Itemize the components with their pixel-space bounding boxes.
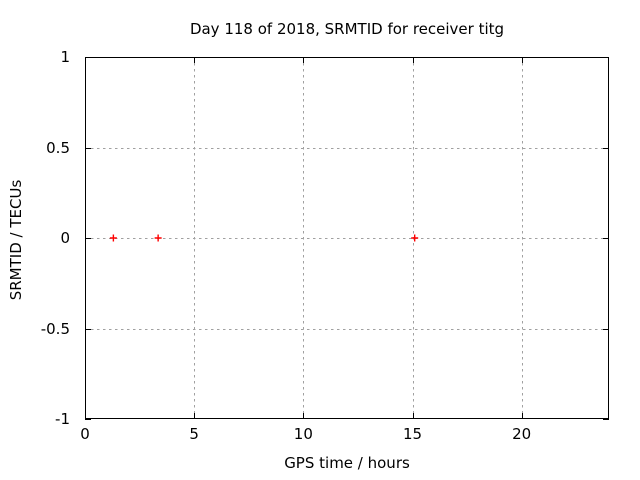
y-tick-label: 0.5: [46, 138, 70, 157]
plot-border: [85, 57, 609, 419]
data-point-marker: [154, 234, 162, 242]
x-tick-label: 20: [512, 425, 532, 443]
x-tick-label: 15: [402, 425, 423, 443]
y-tick-label: 0: [60, 229, 70, 247]
data-point-marker: [109, 234, 117, 242]
x-tick-label: 10: [293, 425, 313, 443]
x-axis-label: GPS time / hours: [284, 454, 410, 472]
x-tick-label: 0: [80, 425, 90, 443]
y-tick-label: 1: [60, 48, 70, 66]
y-tick-label: -1: [55, 410, 70, 428]
x-tick-label: 5: [189, 425, 199, 443]
y-tick-label: -0.5: [40, 319, 70, 338]
chart-title: Day 118 of 2018, SRMTID for receiver tit…: [189, 20, 505, 38]
data-point-marker: [411, 234, 419, 242]
